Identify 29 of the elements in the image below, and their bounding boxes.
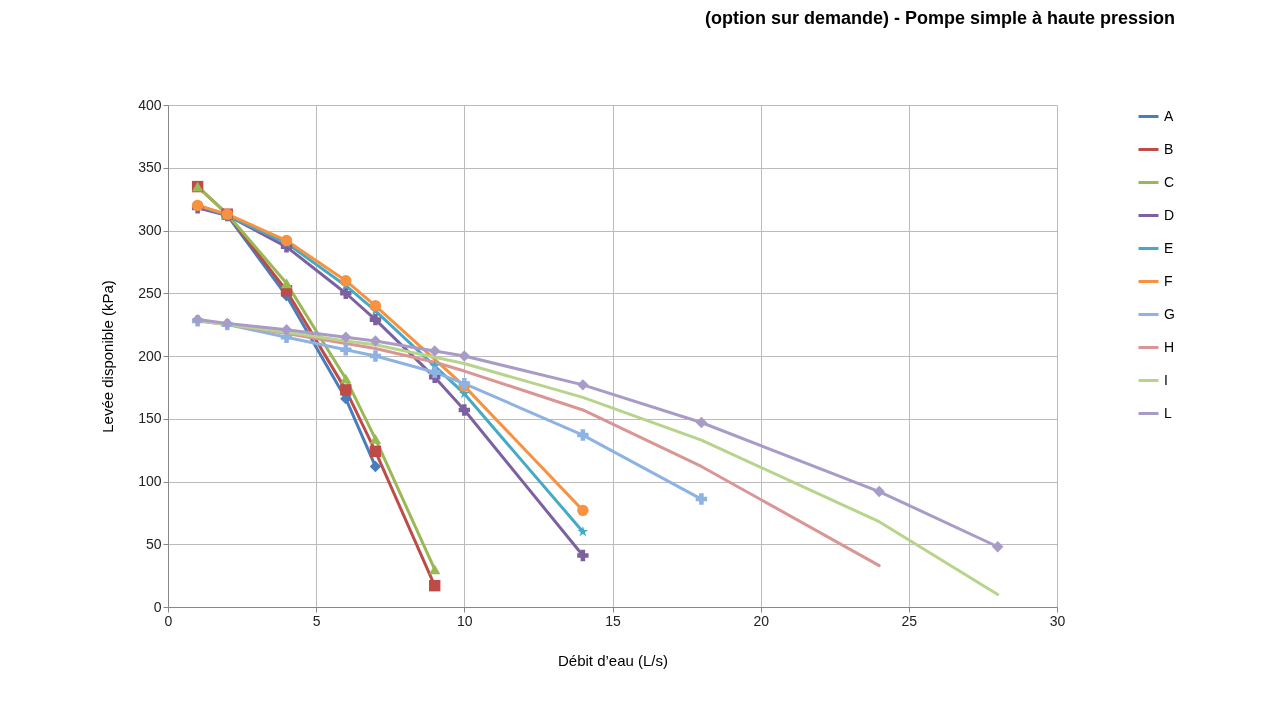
y-tick-label: 150	[138, 410, 162, 427]
legend-label: E	[1164, 239, 1174, 256]
y-tick-label: 300	[138, 222, 162, 238]
legend-label: G	[1164, 305, 1175, 322]
x-tick-label: 20	[753, 612, 770, 629]
legend-label: I	[1164, 371, 1168, 388]
legend-label: A	[1164, 107, 1174, 124]
legend-label: F	[1164, 272, 1173, 289]
chart-title: (option sur demande) - Pompe simple à haute pression	[704, 8, 1175, 28]
x-tick-label: 10	[457, 612, 473, 629]
legend-label: L	[1164, 404, 1172, 421]
x-tick-label: 30	[1049, 612, 1066, 629]
y-axis-title: Levée disponible (kPa)	[99, 280, 117, 433]
legend-label: H	[1164, 338, 1175, 355]
y-tick-label: 400	[138, 96, 162, 113]
y-tick-label: 100	[138, 473, 162, 489]
y-tick-label: 200	[138, 347, 162, 364]
x-axis-title: Débit d’eau (L/s)	[557, 651, 669, 669]
x-tick-label: 5	[312, 612, 321, 629]
y-tick-label: 250	[138, 284, 162, 301]
legend-label: D	[1164, 206, 1175, 223]
y-tick-label: 50	[145, 535, 162, 552]
y-tick-label: 0	[153, 598, 162, 615]
legend-label: B	[1164, 140, 1174, 157]
x-tick-label: 0	[164, 612, 173, 629]
x-tick-label: 15	[605, 612, 621, 629]
y-tick-label: 350	[138, 159, 162, 176]
legend-label: C	[1164, 173, 1175, 190]
x-tick-label: 25	[901, 612, 918, 629]
